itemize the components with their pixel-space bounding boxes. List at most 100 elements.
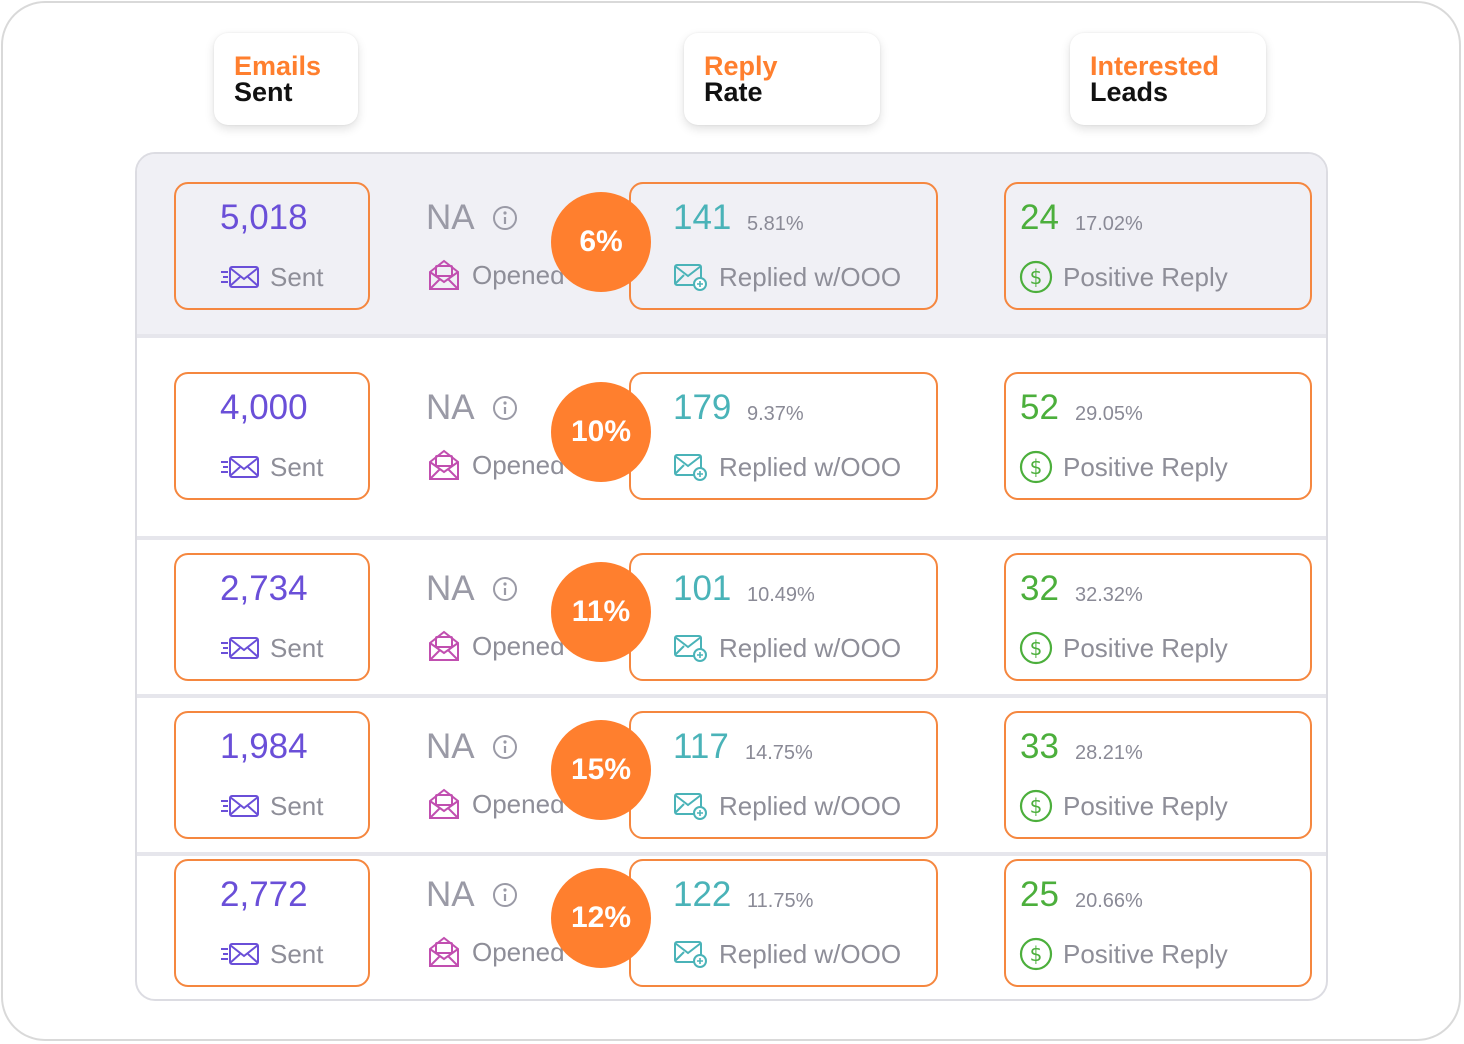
sent-label: Sent [270,262,324,292]
leads-count: 24 [1020,198,1059,237]
leads-count: 33 [1020,727,1059,766]
opened-label-clip: Opened [472,633,565,667]
replied-count: 179 [673,388,732,427]
sent-box: 4,000 Sent [174,372,370,500]
opened-mail-icon [427,258,461,297]
leads-count: 52 [1020,388,1059,427]
replied-percent: 11.75% [747,890,814,912]
sent-label: Sent [270,939,324,969]
sent-label: Sent [270,633,324,663]
replied-box: 117 14.75% Replied w/OOO [629,711,938,839]
replied-label: Replied w/OOO [719,939,902,969]
sent-count: 4,000 [220,388,308,427]
info-icon[interactable] [492,576,518,607]
sent-label: Sent [270,791,324,821]
replied-label: Replied w/OOO [719,452,902,482]
row-divider [137,536,1326,540]
dollar-circle-icon: $ [1019,450,1053,489]
replied-count: 117 [673,727,729,766]
sent-label: Sent [270,452,324,482]
opened-label: Opened [472,452,565,480]
header-reply-rate: Reply Rate [684,33,880,125]
replied-percent: 10.49% [747,584,815,606]
table-row: 5,018 Sent NA Opened 141 5.81% Replied w… [137,154,1326,334]
leads-box: 32 32.32% $ Positive Reply [1004,553,1312,681]
leads-percent: 20.66% [1075,890,1143,912]
sent-box: 5,018 Sent [174,182,370,310]
send-mail-icon [220,635,260,666]
header-interested-leads: Interested Leads [1070,33,1266,125]
opened-mail-icon [427,448,461,487]
info-icon[interactable] [492,734,518,765]
leads-box: 25 20.66% $ Positive Reply [1004,859,1312,987]
replied-box: 122 11.75% Replied w/OOO [629,859,938,987]
row-divider [137,334,1326,338]
leads-percent: 17.02% [1075,213,1143,235]
row-divider [137,694,1326,698]
replied-percent: 5.81% [747,213,804,235]
send-mail-icon [220,454,260,485]
info-icon[interactable] [492,205,518,236]
opened-count: NA [426,569,475,608]
positive-reply-label: Positive Reply [1063,452,1228,482]
positive-reply-label: Positive Reply [1063,939,1228,969]
reply-mail-icon [673,262,709,297]
svg-text:$: $ [1030,455,1043,479]
svg-text:$: $ [1030,942,1043,966]
opened-label-clip: Opened [472,452,565,486]
sent-count: 2,734 [220,569,308,608]
header-reply-rate-line2: Rate [704,77,763,107]
svg-text:$: $ [1030,265,1043,289]
replied-count: 122 [673,875,732,914]
stats-table: 5,018 Sent NA Opened 141 5.81% Replied w… [135,152,1328,1001]
reply-mail-icon [673,791,709,826]
sent-box: 2,734 Sent [174,553,370,681]
opened-mail-icon [427,787,461,826]
svg-text:$: $ [1030,794,1043,818]
opened-label-clip: Opened [472,939,565,973]
sent-box: 2,772 Sent [174,859,370,987]
send-mail-icon [220,264,260,295]
sent-count: 1,984 [220,727,308,766]
replied-box: 179 9.37% Replied w/OOO [629,372,938,500]
header-emails-sent-line1: Emails [234,51,322,81]
info-icon[interactable] [492,395,518,426]
header-interested-leads-line1: Interested [1090,51,1220,81]
replied-label: Replied w/OOO [719,633,902,663]
replied-box: 141 5.81% Replied w/OOO [629,182,938,310]
leads-percent: 32.32% [1075,584,1143,606]
opened-count: NA [426,388,475,427]
info-icon[interactable] [492,882,518,913]
table-row: 4,000 Sent NA Opened 179 9.37% Replied w… [137,336,1326,536]
opened-label-clip: Opened [472,262,565,296]
table-row: 1,984 Sent NA Opened 117 14.75% Replied … [137,696,1326,852]
opened-label: Opened [472,262,565,290]
leads-percent: 28.21% [1075,742,1143,764]
dollar-circle-icon: $ [1019,260,1053,299]
opened-label: Opened [472,633,565,661]
replied-label: Replied w/OOO [719,791,902,821]
dollar-circle-icon: $ [1019,631,1053,670]
reply-rate-badge: 11% [551,562,651,662]
opened-label: Opened [472,939,565,967]
header-reply-rate-line1: Reply [704,51,778,81]
table-row: 2,734 Sent NA Opened 101 10.49% Replied … [137,538,1326,694]
leads-box: 52 29.05% $ Positive Reply [1004,372,1312,500]
sent-count: 2,772 [220,875,308,914]
reply-rate-badge: 6% [551,192,651,292]
header-emails-sent: Emails Sent [214,33,358,125]
replied-percent: 9.37% [747,403,804,425]
positive-reply-label: Positive Reply [1063,633,1228,663]
opened-label: Opened [472,791,565,819]
reply-rate-badge: 15% [551,720,651,820]
reply-rate-badge: 10% [551,382,651,482]
reply-mail-icon [673,633,709,668]
replied-box: 101 10.49% Replied w/OOO [629,553,938,681]
positive-reply-label: Positive Reply [1063,791,1228,821]
opened-mail-icon [427,935,461,974]
svg-text:$: $ [1030,636,1043,660]
replied-count: 141 [673,198,732,237]
leads-count: 25 [1020,875,1059,914]
opened-count: NA [426,875,475,914]
replied-label: Replied w/OOO [719,262,902,292]
